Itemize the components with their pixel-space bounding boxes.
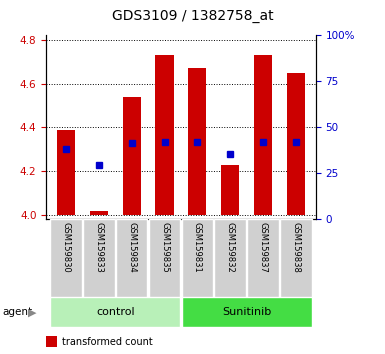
Text: GSM159837: GSM159837: [259, 222, 268, 273]
Bar: [156, 55, 174, 215]
FancyBboxPatch shape: [149, 219, 180, 297]
Text: control: control: [96, 307, 134, 318]
Text: ▶: ▶: [28, 307, 36, 318]
Text: GDS3109 / 1382758_at: GDS3109 / 1382758_at: [112, 9, 273, 23]
FancyBboxPatch shape: [116, 219, 147, 297]
Text: GSM159832: GSM159832: [226, 222, 235, 273]
Text: Sunitinib: Sunitinib: [222, 307, 271, 318]
FancyBboxPatch shape: [214, 219, 246, 297]
Bar: [287, 73, 305, 215]
Bar: [188, 68, 206, 215]
FancyBboxPatch shape: [83, 219, 115, 297]
Bar: [122, 97, 141, 215]
Bar: [57, 130, 75, 215]
FancyBboxPatch shape: [182, 297, 312, 327]
FancyBboxPatch shape: [50, 297, 180, 327]
FancyBboxPatch shape: [182, 219, 213, 297]
Bar: [221, 165, 239, 215]
Text: GSM159830: GSM159830: [62, 222, 70, 273]
Text: GSM159835: GSM159835: [160, 222, 169, 273]
Text: GSM159833: GSM159833: [94, 222, 103, 273]
Text: GSM159831: GSM159831: [193, 222, 202, 273]
Text: agent: agent: [2, 307, 32, 318]
Text: GSM159838: GSM159838: [291, 222, 300, 273]
FancyBboxPatch shape: [247, 219, 279, 297]
Text: transformed count: transformed count: [62, 337, 152, 347]
FancyBboxPatch shape: [50, 219, 82, 297]
Bar: [90, 211, 108, 215]
Bar: [46, 336, 57, 347]
FancyBboxPatch shape: [280, 219, 312, 297]
Bar: [254, 55, 272, 215]
Text: GSM159834: GSM159834: [127, 222, 136, 273]
